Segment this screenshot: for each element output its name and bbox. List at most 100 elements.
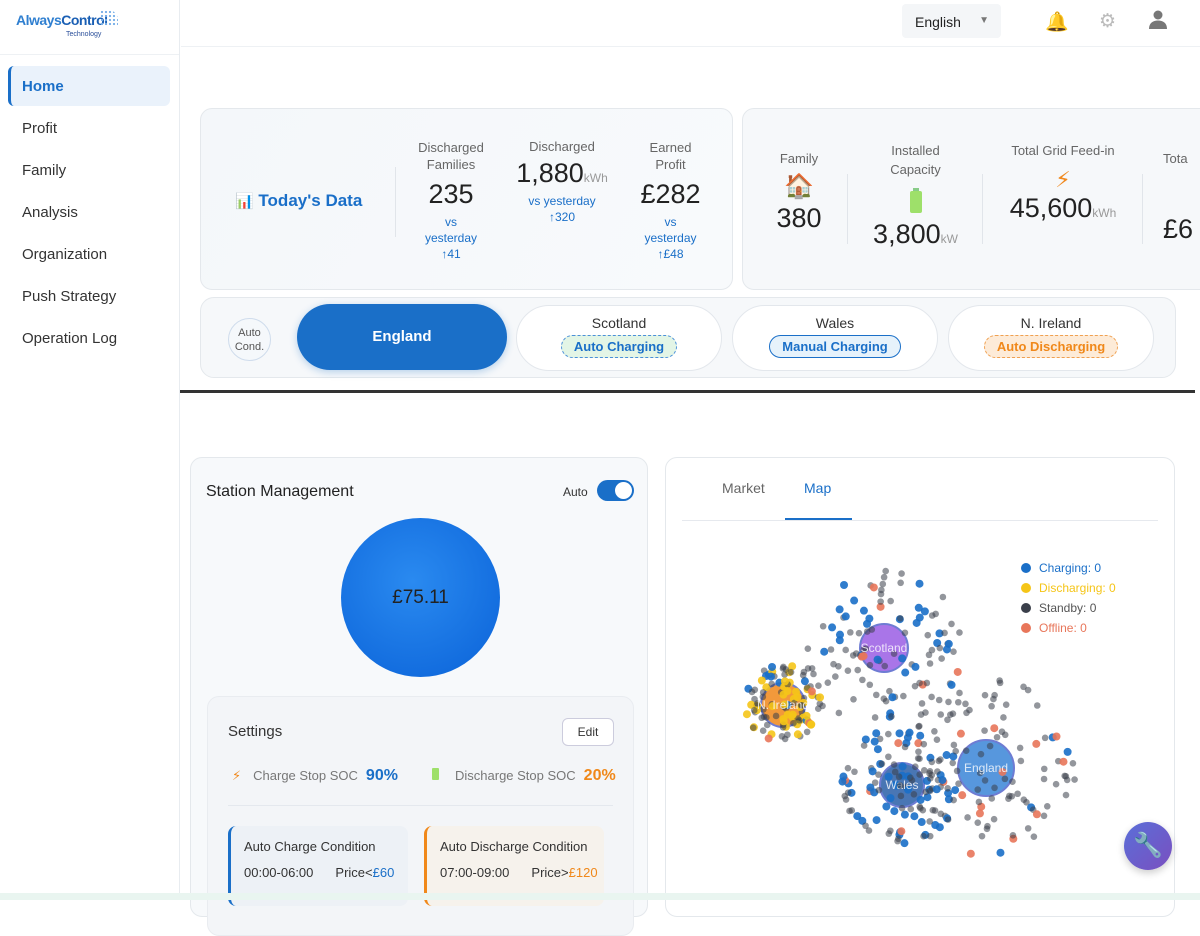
station-dot[interactable] [860, 742, 868, 749]
station-dot[interactable] [759, 727, 767, 734]
station-dot[interactable] [963, 709, 970, 717]
station-dot[interactable] [835, 709, 843, 717]
station-dot[interactable] [935, 823, 944, 832]
station-dot[interactable] [1043, 803, 1051, 810]
station-dot[interactable] [945, 698, 952, 706]
station-dot[interactable] [827, 646, 835, 653]
station-dot[interactable] [784, 731, 791, 739]
station-dot[interactable] [924, 631, 932, 639]
station-dot[interactable] [757, 676, 766, 685]
station-dot[interactable] [763, 714, 770, 721]
station-dot[interactable] [895, 773, 903, 781]
station-dot[interactable] [882, 567, 889, 575]
station-dot[interactable] [795, 716, 803, 724]
station-dot[interactable] [944, 785, 951, 792]
sidebar-item-push-strategy[interactable]: Push Strategy [22, 287, 117, 305]
station-dot[interactable] [872, 691, 880, 699]
gear-icon[interactable]: ⚙ [1099, 11, 1117, 32]
station-dot[interactable] [861, 735, 870, 744]
tab-market[interactable]: Market [722, 480, 765, 496]
station-dot[interactable] [988, 795, 996, 802]
station-dot[interactable] [897, 579, 904, 587]
station-dot[interactable] [926, 660, 934, 667]
station-dot[interactable] [847, 629, 854, 636]
station-dot[interactable] [964, 814, 971, 821]
station-dot[interactable] [916, 771, 923, 778]
station-dot[interactable] [937, 711, 945, 718]
station-dot[interactable] [1063, 776, 1071, 784]
station-dot[interactable] [819, 622, 827, 630]
station-dot[interactable] [877, 598, 884, 605]
station-dot[interactable] [881, 662, 889, 670]
station-dot[interactable] [932, 785, 941, 794]
station-dot[interactable] [844, 789, 852, 796]
station-dot[interactable] [855, 629, 863, 637]
station-dot[interactable] [866, 661, 874, 669]
legend-standby[interactable]: Standby: 0 [1021, 598, 1116, 618]
station-dot[interactable] [917, 711, 925, 718]
station-dot[interactable] [865, 614, 874, 623]
station-dot[interactable] [903, 785, 912, 794]
station-dot[interactable] [915, 723, 922, 730]
station-dot[interactable] [947, 711, 954, 719]
edit-button[interactable]: Edit [562, 718, 614, 746]
station-dot[interactable] [810, 670, 817, 678]
station-dot[interactable] [1052, 732, 1061, 741]
station-dot[interactable] [928, 646, 936, 654]
station-dot[interactable] [763, 721, 771, 729]
station-dot[interactable] [886, 687, 893, 695]
station-dot[interactable] [988, 702, 995, 710]
station-dot[interactable] [762, 683, 771, 692]
station-dot[interactable] [780, 677, 789, 686]
station-dot[interactable] [891, 768, 899, 776]
station-dot[interactable] [779, 717, 788, 726]
station-dot[interactable] [900, 692, 907, 700]
station-dot[interactable] [772, 712, 780, 720]
station-dot[interactable] [1017, 757, 1025, 765]
station-dot[interactable] [932, 610, 940, 618]
sidebar-item-analysis[interactable]: Analysis [22, 203, 78, 221]
station-dot[interactable] [781, 671, 788, 678]
station-dot[interactable] [872, 816, 881, 825]
station-dot[interactable] [846, 807, 853, 815]
station-dot[interactable] [887, 597, 894, 605]
station-dot[interactable] [944, 716, 951, 724]
station-dot[interactable] [975, 798, 983, 806]
station-dot[interactable] [793, 730, 802, 739]
sidebar-item-family[interactable]: Family [22, 161, 67, 179]
station-dot[interactable] [1024, 686, 1032, 694]
legend-discharging[interactable]: Discharging: 0 [1021, 578, 1116, 598]
station-dot[interactable] [782, 666, 790, 673]
station-dot[interactable] [759, 693, 767, 701]
station-dot[interactable] [920, 767, 928, 774]
station-dot[interactable] [749, 724, 757, 731]
station-dot[interactable] [981, 727, 988, 734]
station-dot[interactable] [951, 786, 960, 795]
station-dot[interactable] [783, 687, 792, 696]
station-dot[interactable] [870, 737, 879, 746]
station-dot[interactable] [1009, 778, 1016, 786]
station-dot[interactable] [872, 729, 881, 738]
station-dot[interactable] [875, 771, 882, 778]
station-dot[interactable] [898, 570, 905, 577]
station-dot[interactable] [790, 719, 797, 727]
station-dot[interactable] [742, 710, 751, 719]
station-dot[interactable] [898, 762, 907, 771]
station-dot[interactable] [828, 623, 837, 632]
station-dot[interactable] [799, 671, 807, 679]
station-dot[interactable] [862, 822, 869, 830]
station-dot[interactable] [820, 647, 829, 656]
station-dot[interactable] [859, 676, 866, 684]
station-dot[interactable] [933, 736, 941, 744]
station-dot[interactable] [824, 679, 832, 686]
station-dot[interactable] [938, 655, 945, 662]
station-dot[interactable] [898, 654, 907, 663]
station-dot[interactable] [859, 652, 868, 661]
station-dot[interactable] [835, 662, 842, 670]
station-dot[interactable] [1016, 744, 1024, 752]
language-select[interactable]: English ▼ [902, 4, 1001, 38]
station-dot[interactable] [915, 748, 922, 756]
station-dot[interactable] [910, 790, 918, 798]
station-dot[interactable] [901, 743, 909, 751]
station-dot[interactable] [926, 768, 934, 775]
